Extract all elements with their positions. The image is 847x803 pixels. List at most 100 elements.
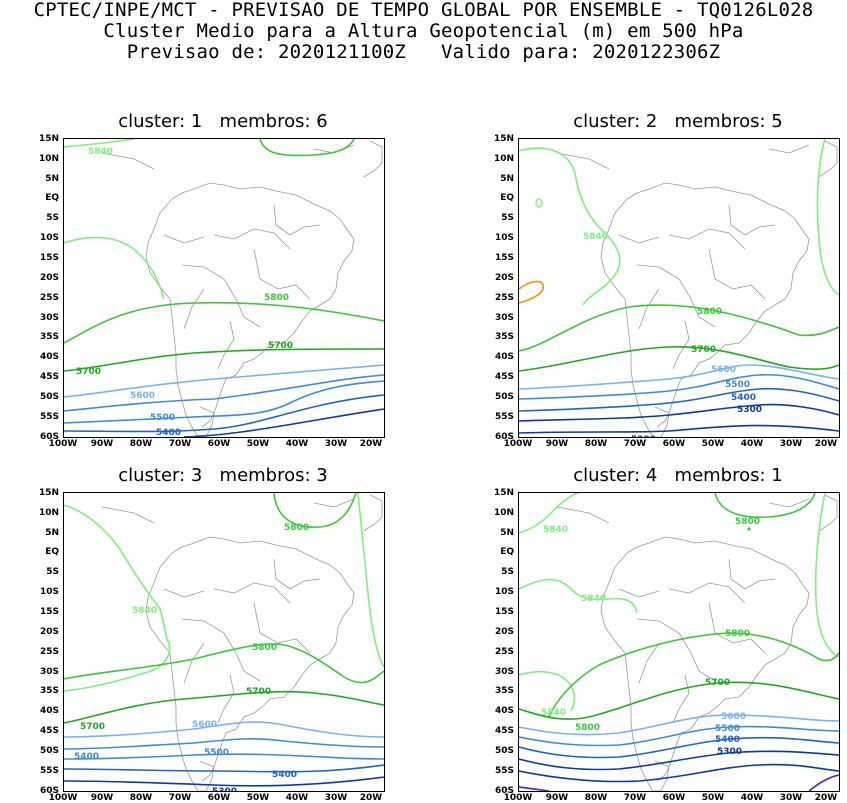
contour-label: 5600 [711,365,736,375]
y-tick-label: 60S [39,786,59,796]
y-tick-label: 50S [39,746,59,756]
y-tick-label: 15S [39,607,59,617]
y-tick-label: 30S [494,313,514,323]
contour-5600 [519,364,839,390]
y-tick-label: 10S [39,587,59,597]
y-tick-label: 50S [39,392,59,402]
y-tick-label: 5S [501,213,514,223]
y-tick-label: 5S [46,213,59,223]
y-tick-label: 45S [494,726,514,736]
contour-5800 [64,643,384,684]
contour-label: 5800 [725,629,750,639]
contour-label: 5400 [715,735,740,745]
contour-label: 5300 [717,747,742,757]
contour-label: 5840 [543,525,568,535]
contour-label: 5600 [721,712,746,722]
y-tick-label: 55S [39,412,59,422]
contour-label: 5500 [715,724,740,734]
panel-title: cluster: 1 membros: 6 [118,111,328,132]
x-tick-label: 60W [662,439,686,449]
y-tick-label: 5S [46,567,59,577]
contour-label: 5800 [264,293,289,303]
y-tick-label: EQ [45,193,59,203]
contour-5500 [64,753,384,760]
contour-label: 5600 [192,720,217,730]
y-tick-label: 15N [38,488,59,498]
contour-label: 5700 [705,678,730,688]
header-line-2: Cluster Medio para a Altura Geopotencial… [103,20,744,42]
y-tick-label: EQ [45,547,59,557]
y-tick-label: 5N [45,174,59,184]
contour-5800 [714,493,816,519]
x-tick-label: 90W [90,793,114,803]
contour-5840 [535,198,543,208]
contour-label: 5300 [212,787,237,791]
contour-label: 5500 [150,413,175,423]
y-tick-label: 10N [38,154,59,164]
y-tick-label: 25S [494,293,514,303]
map-area: 5800 5840 5800 5700 5700 5600 5500 5400 … [63,492,385,792]
contour-5840 [814,493,839,658]
x-tick-label: 70W [623,793,647,803]
contour-label: 5400 [156,428,181,437]
y-tick-label: 45S [494,372,514,382]
contour-label: 5400 [74,752,99,762]
y-tick-label: 30S [494,667,514,677]
x-tick-label: 40W [740,793,764,803]
x-tick-label: 90W [545,793,569,803]
x-tick-label: 30W [324,793,348,803]
contour-5840 [519,493,580,534]
contour-label: 5400 [272,770,297,780]
y-tick-label: 35S [39,686,59,696]
contour-5700 [519,346,839,372]
contour-5200 [519,763,839,783]
contour-label: 5800 [735,517,760,527]
contour-5800 [64,301,384,344]
contour-5300 [64,776,384,787]
x-tick-label: 60W [207,439,231,449]
x-tick-label: 40W [285,439,309,449]
y-tick-label: 60S [494,786,514,796]
y-tick-label: 15N [38,134,59,144]
x-tick-label: 100W [48,793,78,803]
contour-label: 5840 [541,708,566,718]
x-tick-label: 50W [246,439,270,449]
contour-5400 [519,736,839,759]
contour-5840 [357,493,384,668]
contour-label: 5700 [76,367,101,377]
x-tick-label: 20W [814,793,838,803]
y-tick-label: 15S [494,253,514,263]
contour-5500 [64,380,384,424]
contour-5400 [64,394,384,433]
header-line-3: Previsao de: 2020121100Z Valido para: 20… [126,41,721,63]
contour-label: 5840 [132,606,157,616]
contour-5800 [273,493,357,528]
contour-label: 5500 [204,748,229,758]
y-tick-label: 30S [39,313,59,323]
x-tick-label: 100W [48,439,78,449]
contour-5840 [64,504,171,692]
map-area: 5840 5800 5700 5700 5600 5500 5400 [63,138,385,438]
y-tick-label: 25S [494,647,514,657]
contour-label: 5700 [80,722,105,732]
y-tick-label: 40S [494,706,514,716]
y-tick-label: 40S [494,352,514,362]
contour-5600 [64,721,384,738]
x-tick-label: 50W [701,439,725,449]
contour-5300 [183,408,384,437]
y-tick-label: 20S [39,627,59,637]
y-tick-label: 25S [39,647,59,657]
contour-5840 [64,139,135,148]
contour-label: 5840 [581,594,606,604]
y-tick-label: 55S [39,766,59,776]
contour-5700 [64,348,384,372]
x-tick-label: 50W [701,793,725,803]
y-tick-label: 30S [39,667,59,677]
x-tick-label: 80W [584,793,608,803]
contour-5840 [816,139,839,296]
y-tick-label: 20S [39,273,59,283]
contour-5300 [519,750,839,771]
x-tick-label: 70W [623,439,647,449]
contour-5840-orange [519,280,545,304]
contour-purple [808,774,839,791]
